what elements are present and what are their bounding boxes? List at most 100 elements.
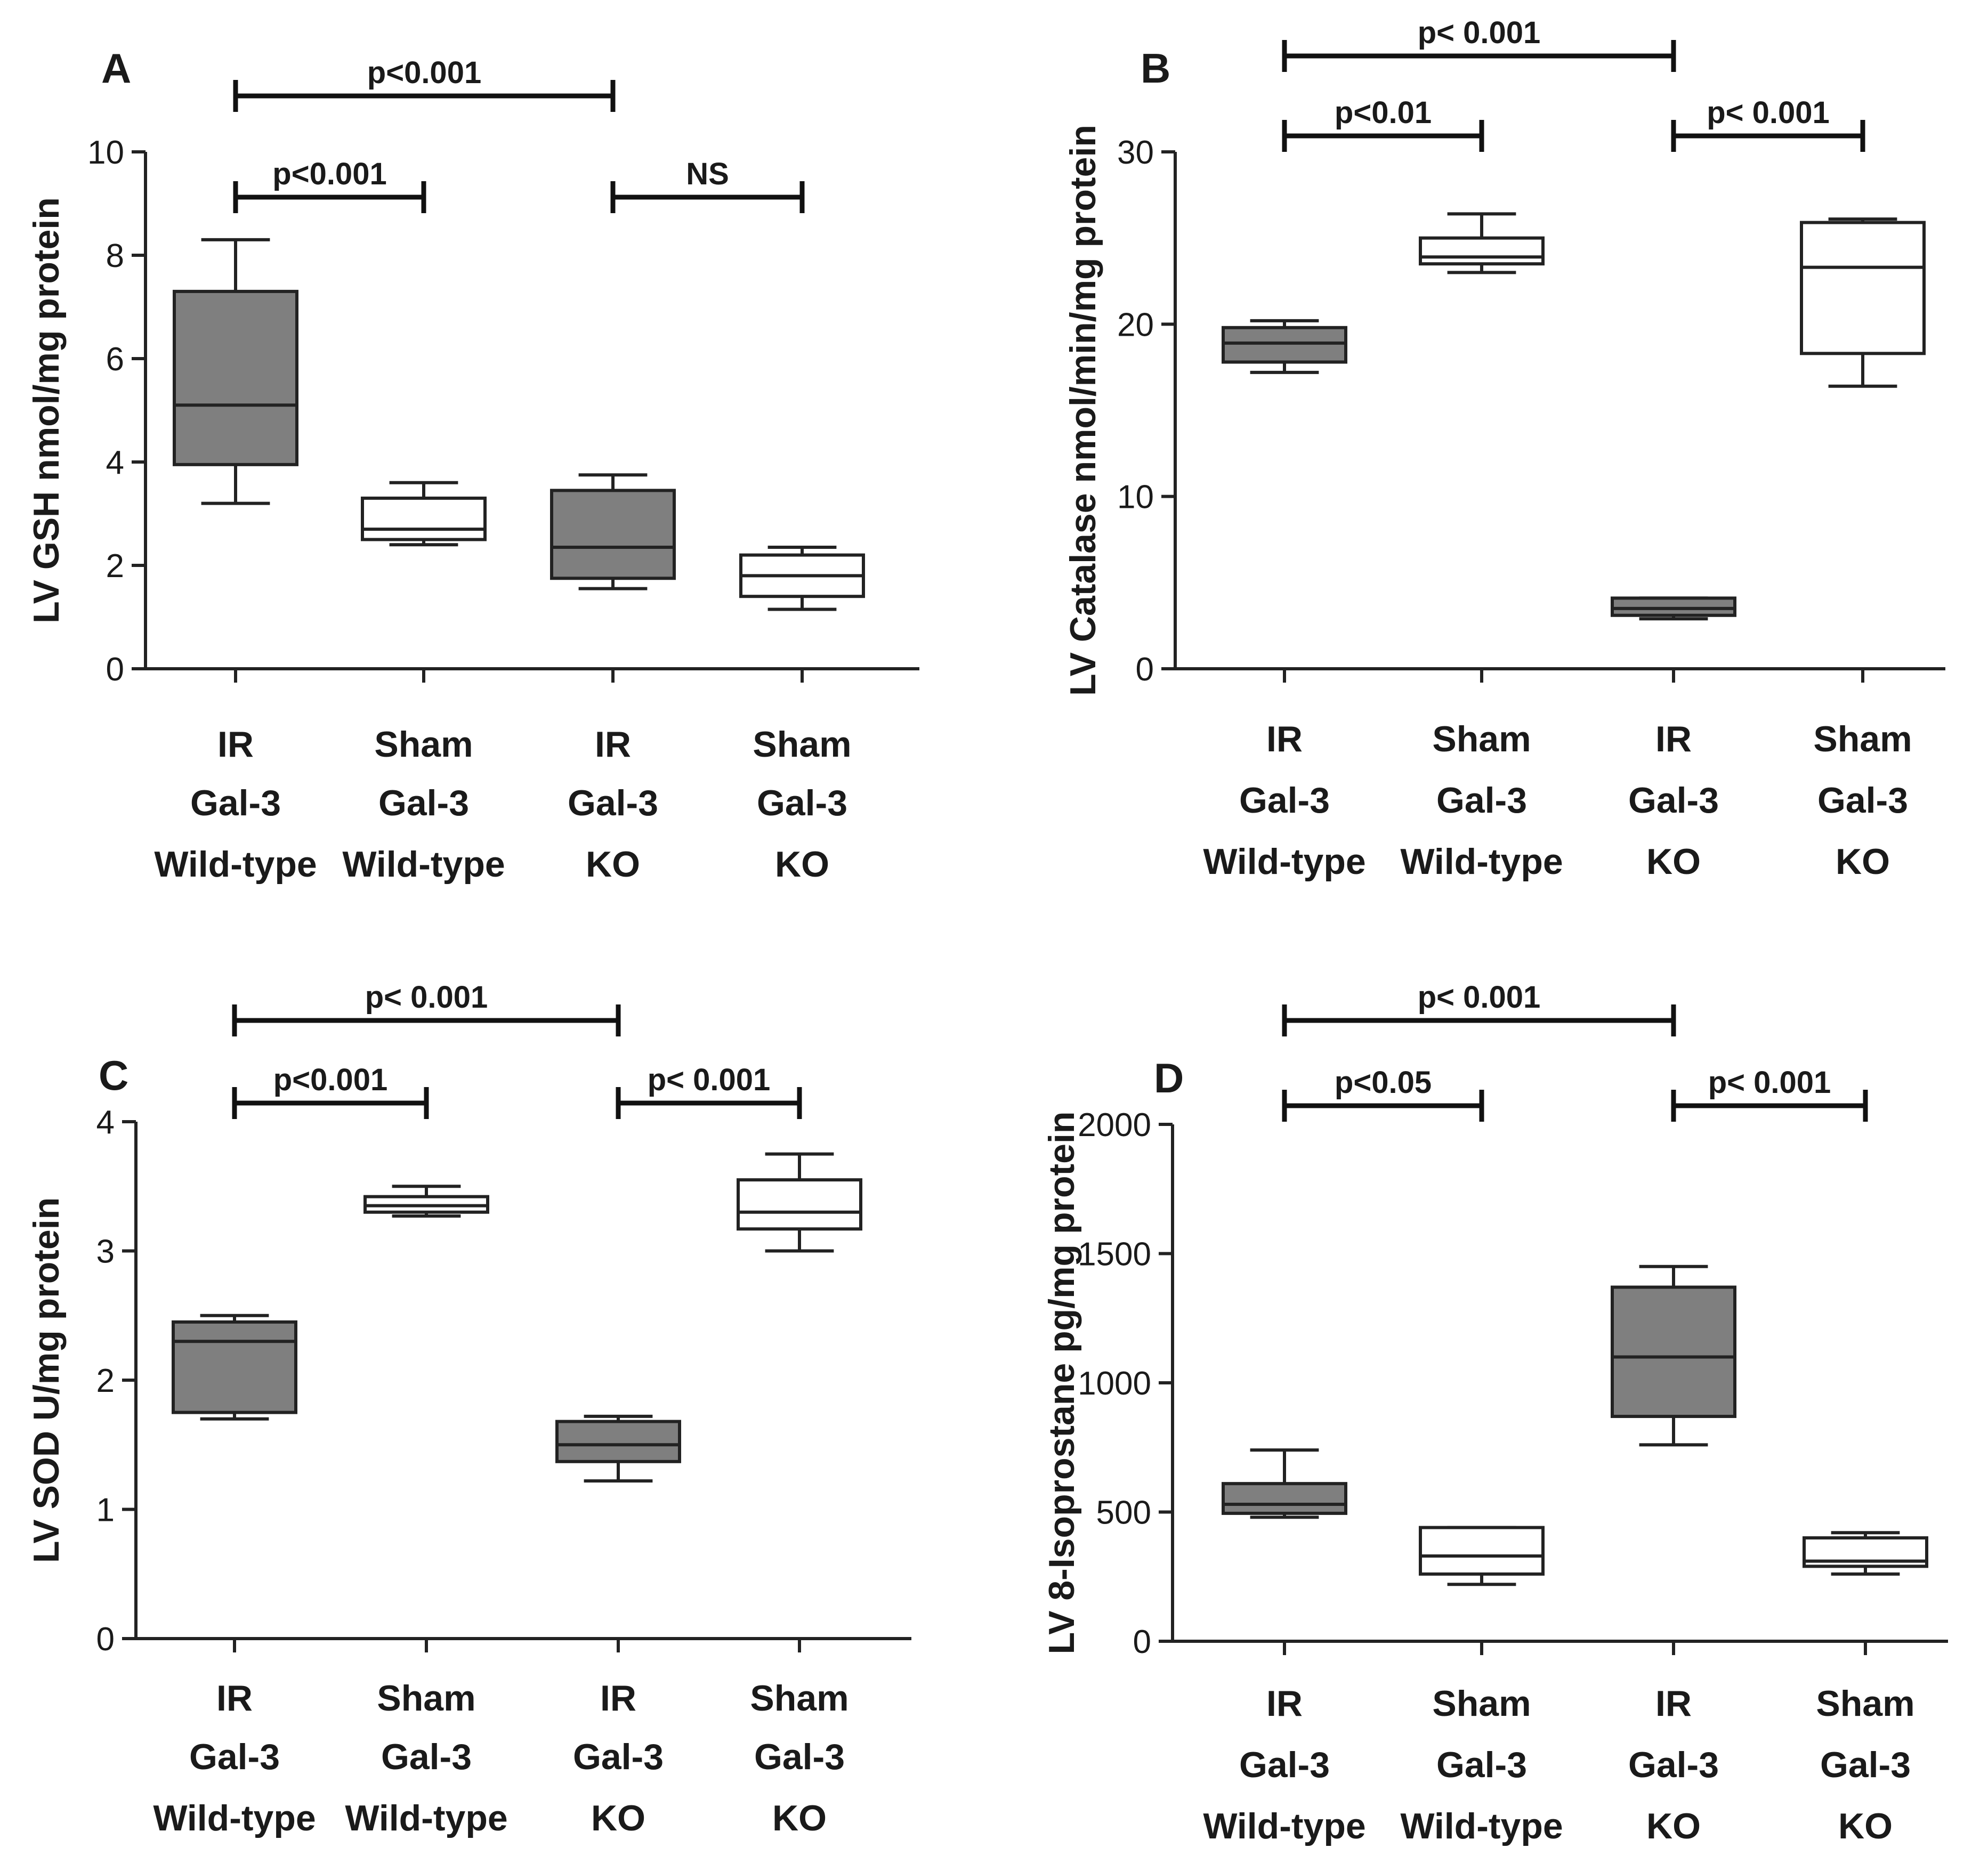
x-tick-label: Gal-3 (573, 1737, 664, 1777)
x-tick-label: Gal-3 (1628, 780, 1719, 821)
box-iqr (1611, 596, 1736, 617)
x-tick-label: KO (586, 844, 640, 885)
x-tick-label: Gal-3 (189, 1737, 280, 1777)
y-tick-label: 0 (1136, 651, 1154, 688)
box-iqr (1419, 236, 1545, 266)
y-axis-title: LV SOD U/mg protein (26, 1197, 67, 1563)
y-tick-label: 6 (106, 341, 124, 378)
y-tick-label: 2 (96, 1363, 115, 1399)
y-tick-label: 1000 (1078, 1365, 1151, 1402)
box-2 (361, 481, 487, 547)
y-tick-label: 2000 (1078, 1107, 1151, 1144)
panel-label: B (1141, 45, 1170, 92)
significance-label: p<0.001 (367, 55, 481, 90)
significance-bracket: p<0.01 (1282, 95, 1484, 152)
x-tick-label: IR (217, 724, 254, 765)
significance-label: p< 0.001 (1418, 15, 1541, 50)
x-tick-label: Sham (1816, 1683, 1914, 1724)
panel-label: C (99, 1052, 128, 1099)
significance-label: p<0.001 (273, 1063, 387, 1097)
x-tick-label: Gal-3 (1239, 780, 1330, 821)
significance-label: p<0.01 (1335, 95, 1432, 130)
y-tick-label: 3 (96, 1234, 115, 1270)
y-axis-title: LV GSH nmol/mg protein (26, 197, 67, 623)
box-1 (172, 1314, 297, 1421)
y-tick-label: 4 (96, 1104, 115, 1141)
panel-d: D LV 8-Isoprostane pg/mg protein 0 500 1000 1… (1041, 980, 1948, 1846)
box-3 (1611, 596, 1736, 621)
y-tick-label: 10 (87, 134, 124, 171)
box-1 (173, 238, 298, 505)
significance-bracket: p<0.001 (233, 157, 426, 213)
x-tick-label: IR (1266, 1683, 1303, 1724)
x-tick-label: Gal-3 (381, 1737, 472, 1777)
box-3 (1611, 1265, 1736, 1447)
box-iqr (1611, 1285, 1736, 1419)
box-4 (1800, 217, 1926, 388)
x-tick-label: Sham (753, 724, 851, 765)
x-tick-label: KO (772, 1798, 827, 1838)
box-iqr (1222, 326, 1347, 364)
significance-bracket: p< 0.001 (616, 1063, 802, 1119)
box-2 (1419, 1526, 1545, 1586)
x-tick-label: Sham (750, 1678, 848, 1719)
panel-c: C LV SOD U/mg protein 0 1 2 3 4 IR Gal-3 Wild-typ… (26, 980, 911, 1838)
significance-label: p< 0.001 (1708, 1065, 1831, 1100)
box-3 (550, 473, 676, 590)
box-iqr (361, 496, 487, 541)
significance-label: p< 0.001 (1418, 980, 1541, 1015)
x-tick-label: KO (1838, 1806, 1893, 1846)
significance-label: NS (686, 157, 729, 191)
panel-label: A (101, 45, 131, 92)
x-tick-label: Sham (1432, 1683, 1531, 1724)
x-tick-label: Wild-type (1203, 841, 1365, 882)
significance-bracket: p<0.001 (232, 1063, 429, 1119)
panel-label: D (1154, 1055, 1184, 1101)
y-axis-title: LV 8-Isoprostane pg/mg protein (1041, 1112, 1082, 1655)
box-iqr (1800, 221, 1926, 355)
x-tick-label: Gal-3 (1436, 780, 1527, 821)
x-tick-label: KO (1646, 1806, 1701, 1846)
x-tick-label: Gal-3 (1628, 1745, 1719, 1785)
x-tick-label: Sham (374, 724, 473, 765)
significance-label: p< 0.001 (1707, 95, 1830, 130)
x-tick-label: IR (1655, 719, 1692, 759)
box-2 (1419, 212, 1545, 274)
box-iqr (1222, 1482, 1347, 1515)
x-tick-label: Wild-type (154, 844, 317, 885)
y-tick-label: 20 (1117, 306, 1154, 343)
x-tick-label: Gal-3 (568, 783, 658, 823)
x-tick-label: Sham (1813, 719, 1912, 759)
x-tick-label: Wild-type (342, 844, 505, 885)
x-tick-label: IR (600, 1678, 636, 1719)
x-tick-label: Wild-type (1400, 841, 1563, 882)
x-tick-label: KO (591, 1798, 645, 1838)
significance-bracket: p< 0.001 (1671, 95, 1865, 152)
x-tick-label: Gal-3 (378, 783, 469, 823)
x-tick-label: Gal-3 (754, 1737, 845, 1777)
significance-bracket: p< 0.001 (232, 980, 621, 1036)
x-tick-label: IR (1266, 719, 1303, 759)
significance-bracket: p< 0.001 (1671, 1065, 1868, 1122)
significance-label: p< 0.001 (365, 980, 488, 1015)
box-iqr (555, 1420, 681, 1463)
box-1 (1222, 1448, 1347, 1519)
x-tick-label: Gal-3 (1817, 780, 1908, 821)
box-1 (1222, 319, 1347, 374)
panel-b: B LV Catalase nmol/min/mg protein 0 10 20 30 I… (1063, 15, 1945, 882)
x-tick-label: IR (216, 1678, 253, 1719)
y-tick-label: 2 (106, 548, 124, 585)
x-tick-label: Wild-type (345, 1798, 507, 1838)
y-tick-label: 0 (1133, 1624, 1151, 1660)
x-tick-label: Gal-3 (1436, 1745, 1527, 1785)
y-tick-label: 8 (106, 238, 124, 274)
x-tick-label: Sham (1432, 719, 1531, 759)
box-2 (363, 1185, 489, 1218)
x-tick-label: KO (1836, 841, 1890, 882)
y-tick-label: 1500 (1078, 1236, 1151, 1273)
box-4 (1803, 1531, 1928, 1576)
x-tick-label: Wild-type (1203, 1806, 1365, 1846)
significance-label: p< 0.001 (648, 1063, 771, 1097)
x-tick-label: Gal-3 (1239, 1745, 1330, 1785)
y-tick-label: 0 (106, 651, 124, 688)
